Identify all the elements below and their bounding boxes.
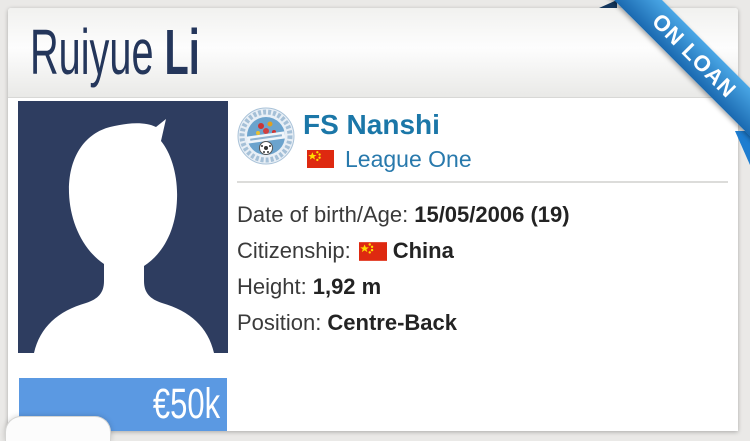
section-divider [237, 181, 728, 183]
position-label: Position: [237, 310, 322, 335]
ribbon-fold-top [599, 0, 617, 8]
club-logo-icon[interactable] [237, 107, 295, 165]
page-title: Ruiyue Li [30, 10, 200, 94]
china-flag-icon [307, 150, 334, 168]
position-value: Centre-Back [327, 310, 457, 335]
citizenship-label: Citizenship: [237, 238, 351, 263]
detail-row-height: Height: 1,92 m [237, 272, 381, 302]
player-silhouette-icon [18, 101, 228, 353]
china-flag-icon [358, 241, 387, 261]
dob-value: 15/05/2006 (19) [414, 202, 570, 227]
league-row: League One [307, 145, 472, 172]
detail-row-dob: Date of birth/Age: 15/05/2006 (19) [237, 200, 570, 230]
player-last-name: Li [164, 16, 200, 88]
detail-row-position: Position: Centre-Back [237, 308, 457, 338]
citizenship-value: China [392, 238, 454, 263]
player-first-name: Ruiyue [30, 16, 154, 88]
dob-label: Date of birth/Age: [237, 202, 409, 227]
profile-header: Ruiyue Li [8, 8, 738, 98]
height-value: 1,92 m [312, 274, 382, 299]
height-label: Height: [237, 274, 307, 299]
bottom-popup-sliver[interactable] [5, 416, 111, 441]
club-name-link[interactable]: FS Nanshi [303, 109, 440, 140]
market-value-amount: €50k [152, 380, 220, 428]
detail-row-citizenship: Citizenship: China [237, 236, 454, 266]
player-profile-card: Ruiyue Li [8, 8, 738, 431]
league-name-link[interactable]: League One [345, 145, 472, 172]
player-photo[interactable] [18, 101, 228, 353]
